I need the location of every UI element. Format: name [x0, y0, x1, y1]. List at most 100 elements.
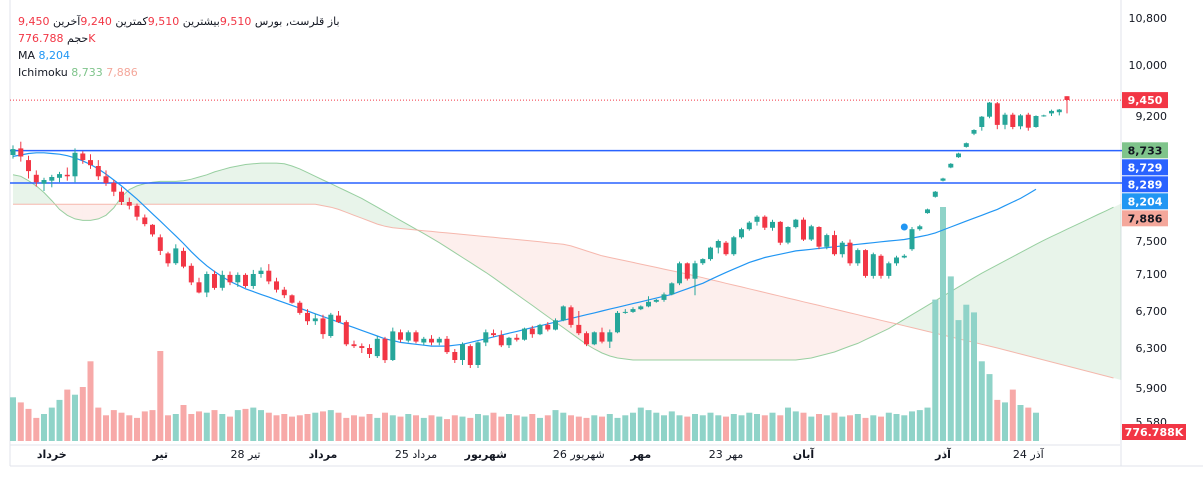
x-tick-label: 28 تیر [231, 448, 261, 461]
volume-bar [1009, 389, 1016, 441]
volume-bar [986, 374, 993, 441]
volume-bar [281, 414, 288, 441]
volume-bar [389, 415, 396, 441]
volume-bar [289, 416, 295, 441]
volume-bar [715, 415, 722, 441]
candle-body [173, 248, 179, 264]
volume-bar [552, 410, 559, 441]
y-tick-label: 10,000 [1129, 59, 1168, 72]
candle-body [382, 338, 388, 361]
ichimoku-cloud-segment [640, 264, 649, 360]
volume-bar [10, 397, 16, 441]
candle-body [57, 174, 62, 178]
ichimoku-cloud-segment [834, 309, 843, 352]
candle-body [250, 274, 256, 286]
volume-bar [893, 414, 900, 441]
volume-bar [436, 416, 443, 441]
candle-body [994, 103, 1000, 125]
candle-body [351, 344, 357, 347]
candle-body [638, 306, 644, 310]
ichimoku-cloud-segment [547, 242, 556, 323]
volume-bar [645, 410, 652, 441]
ichimoku-cloud-segment [323, 180, 331, 208]
ichimoku-cloud-segment [361, 198, 370, 222]
price-marker-badge [1122, 159, 1168, 176]
volume-bar [575, 416, 582, 441]
last-label: آخرین [53, 15, 81, 28]
ichimoku-cloud-segment [423, 230, 432, 239]
candle-body [266, 270, 272, 282]
volume-bar [304, 414, 311, 441]
ichimoku-cloud-segment [679, 272, 688, 360]
ma-value: 8,204 [38, 49, 71, 62]
volume-bar [955, 320, 962, 441]
volume-bar [777, 415, 784, 441]
legend-ma: MA 8,204 [18, 48, 340, 65]
ichimoku-cloud-segment [617, 259, 626, 359]
volume-bar [41, 414, 47, 441]
candle-body [10, 149, 16, 155]
ichimoku-cloud-segment [602, 255, 610, 356]
candle-body [956, 153, 961, 158]
ichimoku-cloud-segment [183, 179, 192, 205]
candle-body [522, 328, 527, 340]
candle-body [987, 102, 992, 117]
candle-body [421, 338, 427, 343]
ichimoku-cloud-segment [764, 292, 773, 360]
ichimoku-cloud-segment [509, 238, 517, 295]
candle-body [808, 226, 814, 240]
candle-body [770, 221, 775, 228]
candle-body [677, 263, 682, 284]
candle-body [630, 309, 636, 312]
candle-body [731, 237, 737, 255]
volume-bar [947, 276, 954, 441]
x-tick-label: آذر [934, 447, 951, 461]
price-marker-label: 8,204 [1128, 195, 1163, 208]
y-tick-label: 10,800 [1129, 12, 1168, 25]
volume-bar [909, 411, 915, 441]
candle-body [894, 257, 899, 264]
ichimoku-cloud-segment [501, 238, 509, 289]
ichimoku-cloud-segment [462, 234, 471, 263]
volume-bar [134, 417, 140, 441]
volume-bar [17, 402, 24, 441]
ichimoku-cloud-segment [470, 235, 478, 268]
price-marker-badge [1122, 210, 1168, 227]
ichimoku-cloud-segment [431, 231, 440, 243]
candle-body [560, 306, 566, 321]
ichimoku-cloud-segment [175, 180, 184, 205]
volume-bar [1002, 402, 1008, 441]
ichimoku-cloud-segment [919, 305, 928, 332]
ichimoku-cloud-segment [633, 262, 641, 360]
volume-bar [661, 415, 667, 441]
volume-bar [33, 417, 40, 441]
ichimoku-cloud-segment [400, 220, 409, 230]
ichimoku-cloud-segment [307, 172, 316, 205]
candle-body [243, 274, 248, 286]
ichimoku-cloud-segment [152, 181, 161, 205]
ichimoku-cloud-segment [191, 177, 199, 205]
candle-body [72, 152, 78, 177]
low-value: 9,240 [80, 15, 112, 28]
volume-bar [506, 414, 512, 441]
volume-bar [343, 417, 350, 441]
ichimoku-cloud-segment [710, 279, 719, 360]
candle-body [599, 332, 605, 342]
ichimoku-cloud-segment [788, 298, 796, 360]
candle-body [723, 242, 729, 255]
candle-body [1049, 110, 1054, 114]
ichimoku-cloud-segment [532, 241, 540, 311]
volume-bar [707, 412, 714, 441]
ichimoku-cloud-segment [284, 163, 292, 205]
candle-body [615, 312, 620, 333]
volume-bar [157, 351, 164, 441]
volume-bar [653, 412, 660, 441]
candle-body [793, 219, 799, 228]
ichimoku-cloud-segment [1090, 214, 1098, 374]
volume-bar [490, 412, 497, 441]
volume-bar [211, 410, 218, 441]
price-marker-label: 8,729 [1128, 161, 1163, 174]
